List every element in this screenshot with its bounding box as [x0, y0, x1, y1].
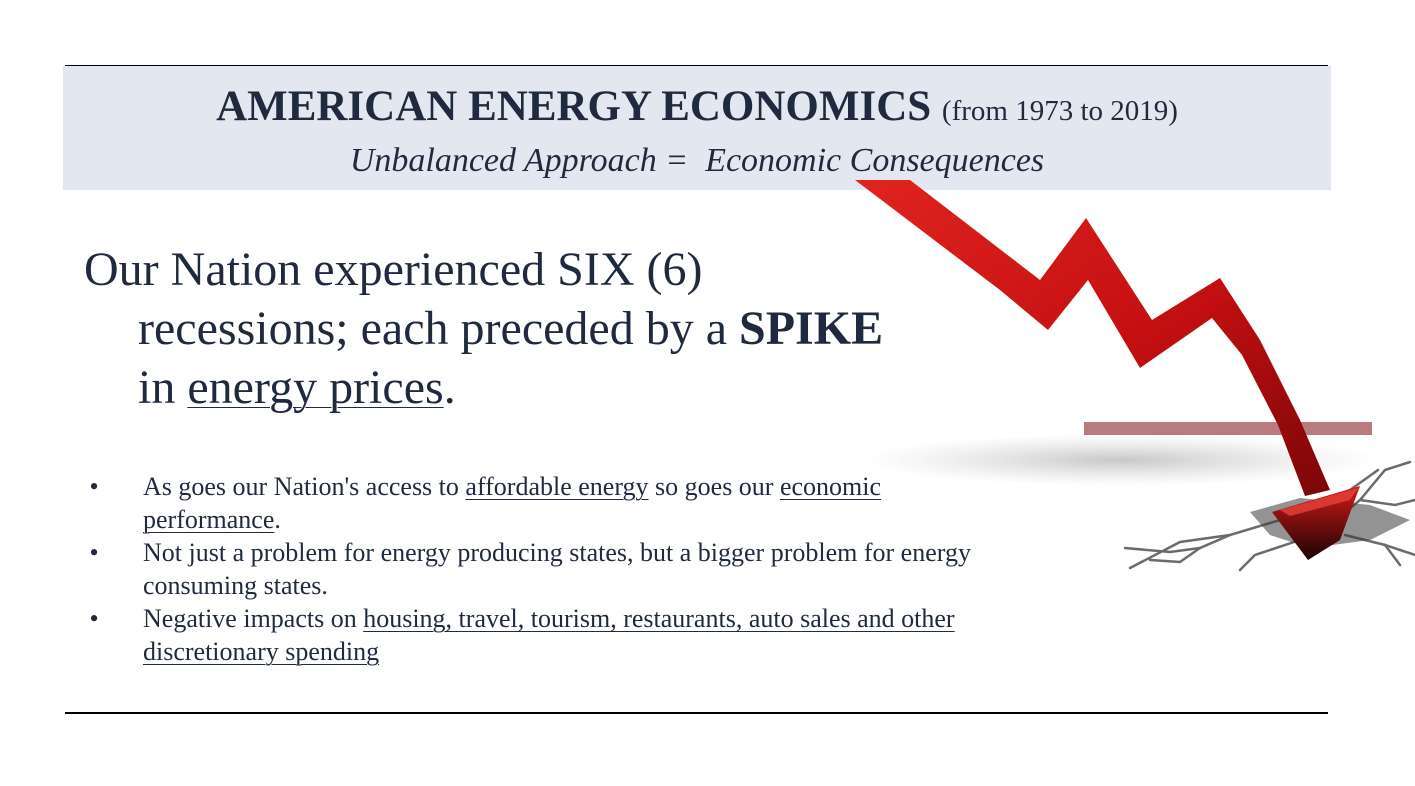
- bullet-marker: •: [89, 604, 99, 633]
- list-item: • Negative impacts on housing, travel, t…: [87, 602, 987, 668]
- bullet-list: • As goes our Nation's access to afforda…: [87, 470, 987, 668]
- bullet-marker: •: [89, 472, 99, 501]
- headline-energy-prices: energy prices: [187, 361, 444, 414]
- falling-red-arrow-icon: [855, 180, 1415, 572]
- bullet-underlined: affordable energy: [465, 472, 649, 501]
- arrow-head-highlight: [1280, 488, 1358, 516]
- bullet-text: .: [274, 505, 281, 534]
- price-bar: [1084, 422, 1372, 435]
- arrow-shaft: [855, 180, 1330, 496]
- arrow-head: [1272, 486, 1360, 560]
- headline: Our Nation experienced SIX (6) recession…: [84, 240, 984, 417]
- bullet-text: Negative impacts on: [143, 604, 364, 633]
- top-rule: [65, 65, 1328, 66]
- bullet-text: Not just a problem for energy producing …: [143, 538, 971, 600]
- slide-subtitle: Unbalanced Approach = Economic Consequen…: [63, 140, 1331, 182]
- headline-line-3: in energy prices.: [84, 358, 984, 417]
- bottom-rule: [65, 712, 1328, 714]
- headline-period: .: [443, 361, 456, 414]
- headline-line-1: Our Nation experienced SIX (6): [84, 243, 703, 296]
- title-main: AMERICAN ENERGY ECONOMICS: [216, 83, 932, 130]
- title-range: (from 1973 to 2019): [941, 95, 1178, 127]
- subtitle-left: Unbalanced Approach: [349, 142, 657, 179]
- bullet-underlined: housing, travel, tourism, restaurants, a…: [143, 604, 955, 666]
- bullet-text: As goes our Nation's access to: [143, 472, 466, 501]
- headline-line-2-text: recessions; each preceded by a: [138, 302, 740, 355]
- headline-spike: SPIKE: [739, 302, 884, 355]
- arrow-shadow: [860, 434, 1380, 486]
- bullet-underlined: economic performance: [143, 472, 882, 534]
- headline-line-3-text: in: [138, 361, 188, 414]
- subtitle-right: Economic Consequences: [705, 142, 1045, 179]
- list-item: • As goes our Nation's access to afforda…: [87, 470, 987, 536]
- bullet-marker: •: [89, 538, 99, 567]
- slide-title: AMERICAN ENERGY ECONOMICS (from 1973 to …: [63, 82, 1331, 136]
- subtitle-equals: =: [665, 142, 689, 179]
- list-item: • Not just a problem for energy producin…: [87, 536, 987, 602]
- bullet-text: so goes our: [648, 472, 780, 501]
- header-band: AMERICAN ENERGY ECONOMICS (from 1973 to …: [63, 66, 1331, 190]
- headline-line-2: recessions; each preceded by a SPIKE: [84, 299, 984, 358]
